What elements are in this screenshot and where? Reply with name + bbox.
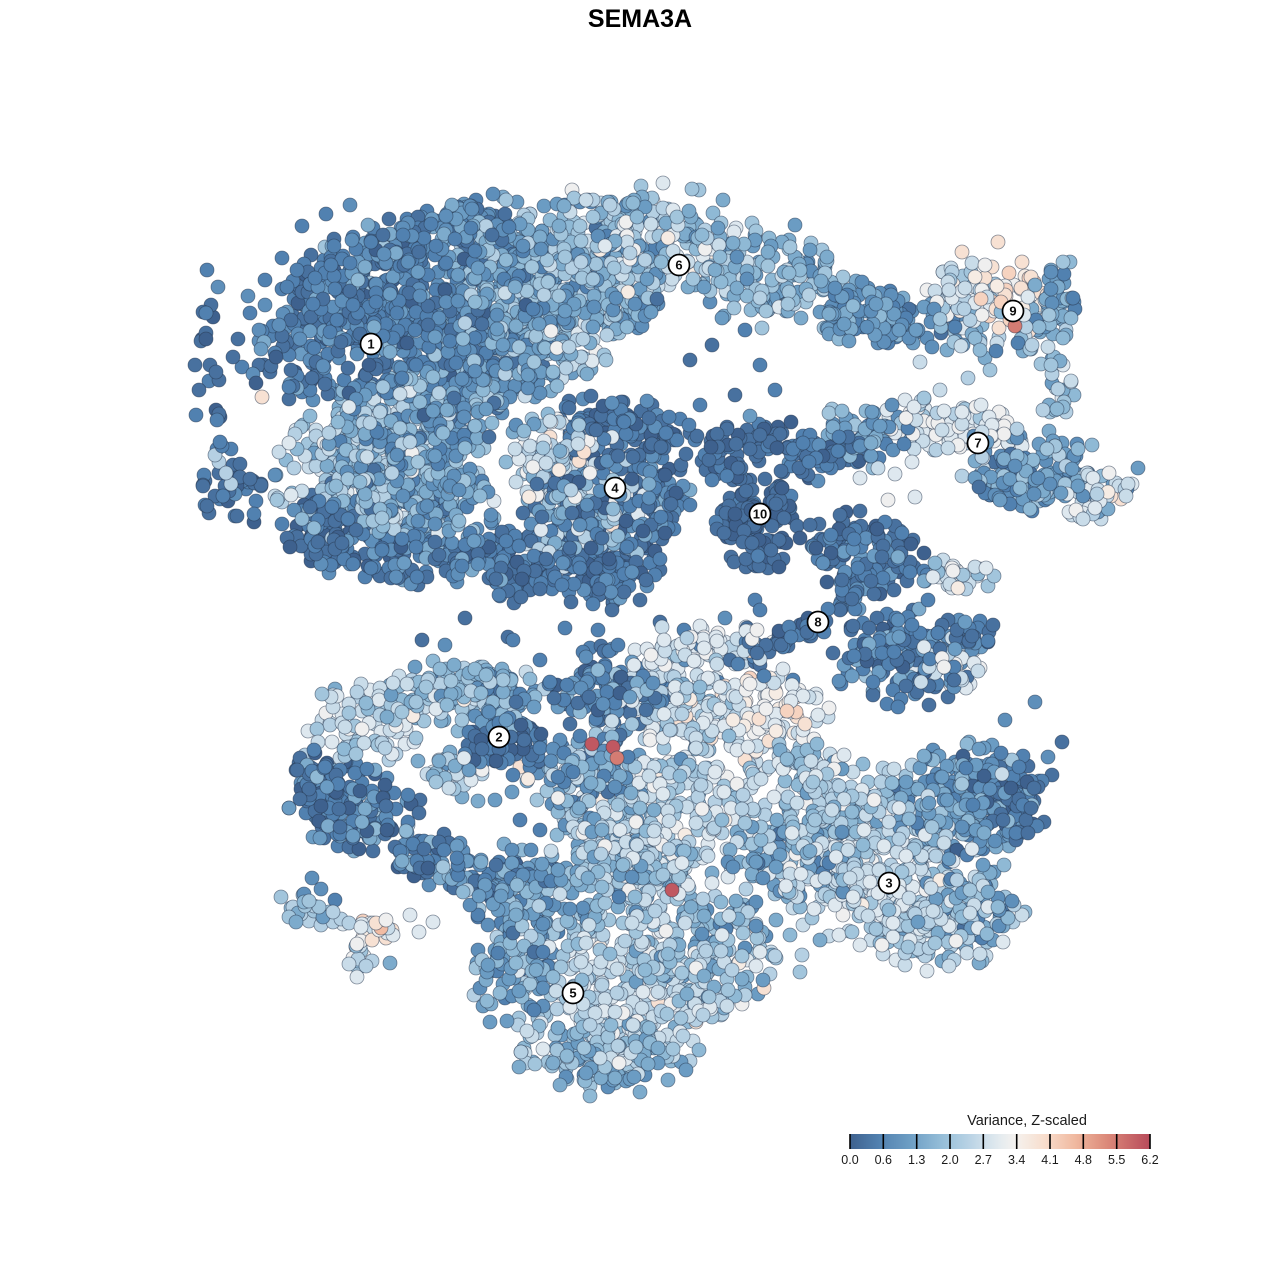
- svg-text:SEMA3A: SEMA3A: [588, 5, 692, 33]
